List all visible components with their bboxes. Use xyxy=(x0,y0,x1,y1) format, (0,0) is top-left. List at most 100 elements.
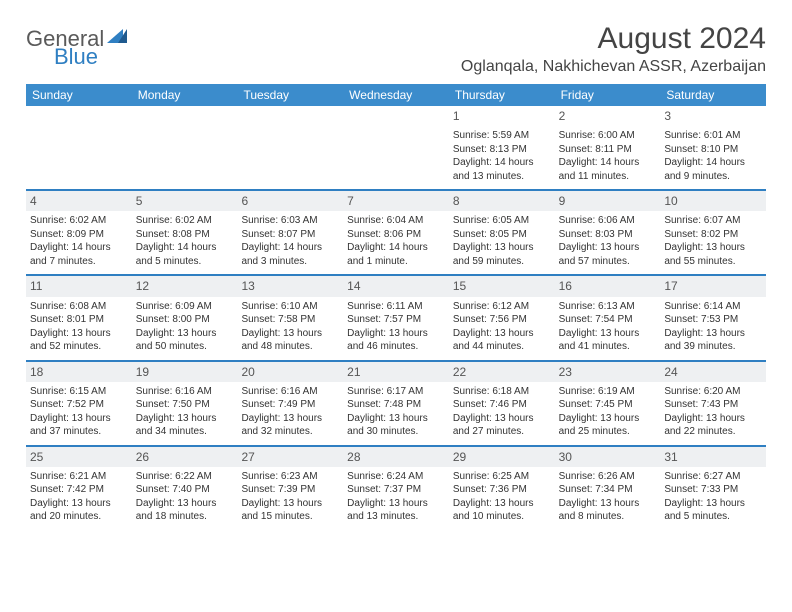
day-number: 19 xyxy=(132,362,238,382)
cell-sunset: Sunset: 8:03 PM xyxy=(559,228,657,242)
cell-sunset: Sunset: 8:02 PM xyxy=(664,228,762,242)
day-number: 16 xyxy=(555,276,661,296)
cell-daylight2: and 3 minutes. xyxy=(241,255,339,269)
cell-daylight1: Daylight: 13 hours xyxy=(30,412,128,426)
day-number: 23 xyxy=(555,362,661,382)
day-number: 6 xyxy=(237,191,343,211)
cell-sunrise: Sunrise: 6:15 AM xyxy=(30,385,128,399)
calendar-cell: 1Sunrise: 5:59 AMSunset: 8:13 PMDaylight… xyxy=(449,106,555,189)
cell-daylight1: Daylight: 13 hours xyxy=(664,497,762,511)
day-number: 4 xyxy=(26,191,132,211)
day-number: 14 xyxy=(343,276,449,296)
day-number: 8 xyxy=(449,191,555,211)
day-number: 15 xyxy=(449,276,555,296)
cell-sunrise: Sunrise: 6:11 AM xyxy=(347,300,445,314)
day-number: 2 xyxy=(555,106,661,126)
cell-daylight1: Daylight: 13 hours xyxy=(136,412,234,426)
cell-daylight2: and 9 minutes. xyxy=(664,170,762,184)
calendar-cell: 2Sunrise: 6:00 AMSunset: 8:11 PMDaylight… xyxy=(555,106,661,189)
cell-sunset: Sunset: 7:34 PM xyxy=(559,483,657,497)
cell-daylight1: Daylight: 13 hours xyxy=(347,412,445,426)
cell-daylight2: and 44 minutes. xyxy=(453,340,551,354)
cell-daylight2: and 5 minutes. xyxy=(664,510,762,524)
day-header-tuesday: Tuesday xyxy=(237,84,343,106)
cell-daylight1: Daylight: 13 hours xyxy=(241,327,339,341)
cell-daylight2: and 39 minutes. xyxy=(664,340,762,354)
cell-daylight1: Daylight: 13 hours xyxy=(453,497,551,511)
cell-sunrise: Sunrise: 6:05 AM xyxy=(453,214,551,228)
cell-sunrise: Sunrise: 6:16 AM xyxy=(136,385,234,399)
cell-daylight1: Daylight: 13 hours xyxy=(664,241,762,255)
cell-daylight1: Daylight: 13 hours xyxy=(559,497,657,511)
day-number: 26 xyxy=(132,447,238,467)
cell-sunset: Sunset: 8:10 PM xyxy=(664,143,762,157)
cell-daylight2: and 57 minutes. xyxy=(559,255,657,269)
title-block: August 2024 Oglanqala, Nakhichevan ASSR,… xyxy=(461,22,766,76)
cell-daylight1: Daylight: 13 hours xyxy=(136,327,234,341)
cell-daylight2: and 8 minutes. xyxy=(559,510,657,524)
cell-sunrise: Sunrise: 6:04 AM xyxy=(347,214,445,228)
cell-daylight2: and 25 minutes. xyxy=(559,425,657,439)
cell-daylight1: Daylight: 13 hours xyxy=(453,241,551,255)
calendar-cell: 6Sunrise: 6:03 AMSunset: 8:07 PMDaylight… xyxy=(237,191,343,274)
cell-sunrise: Sunrise: 6:03 AM xyxy=(241,214,339,228)
calendar-week: 25Sunrise: 6:21 AMSunset: 7:42 PMDayligh… xyxy=(26,445,766,530)
page-header: General August 2024 Oglanqala, Nakhichev… xyxy=(26,22,766,76)
day-number: 9 xyxy=(555,191,661,211)
calendar-cell: 21Sunrise: 6:17 AMSunset: 7:48 PMDayligh… xyxy=(343,362,449,445)
calendar-cell: 9Sunrise: 6:06 AMSunset: 8:03 PMDaylight… xyxy=(555,191,661,274)
cell-sunrise: Sunrise: 6:24 AM xyxy=(347,470,445,484)
calendar-cell: 5Sunrise: 6:02 AMSunset: 8:08 PMDaylight… xyxy=(132,191,238,274)
cell-daylight1: Daylight: 13 hours xyxy=(664,412,762,426)
cell-sunrise: Sunrise: 6:17 AM xyxy=(347,385,445,399)
calendar-cell: 19Sunrise: 6:16 AMSunset: 7:50 PMDayligh… xyxy=(132,362,238,445)
cell-daylight2: and 13 minutes. xyxy=(453,170,551,184)
cell-sunrise: Sunrise: 6:14 AM xyxy=(664,300,762,314)
cell-sunset: Sunset: 8:11 PM xyxy=(559,143,657,157)
day-number: 29 xyxy=(449,447,555,467)
calendar-cell: 29Sunrise: 6:25 AMSunset: 7:36 PMDayligh… xyxy=(449,447,555,530)
cell-sunset: Sunset: 8:09 PM xyxy=(30,228,128,242)
calendar-cell-empty xyxy=(237,106,343,189)
calendar-cell: 15Sunrise: 6:12 AMSunset: 7:56 PMDayligh… xyxy=(449,276,555,359)
cell-daylight2: and 41 minutes. xyxy=(559,340,657,354)
cell-sunrise: Sunrise: 6:16 AM xyxy=(241,385,339,399)
cell-sunrise: Sunrise: 6:19 AM xyxy=(559,385,657,399)
cell-daylight1: Daylight: 14 hours xyxy=(30,241,128,255)
day-number: 21 xyxy=(343,362,449,382)
cell-sunset: Sunset: 8:05 PM xyxy=(453,228,551,242)
cell-sunrise: Sunrise: 6:23 AM xyxy=(241,470,339,484)
cell-sunset: Sunset: 8:06 PM xyxy=(347,228,445,242)
cell-daylight1: Daylight: 13 hours xyxy=(559,412,657,426)
calendar-cell: 20Sunrise: 6:16 AMSunset: 7:49 PMDayligh… xyxy=(237,362,343,445)
day-number: 5 xyxy=(132,191,238,211)
cell-sunset: Sunset: 7:46 PM xyxy=(453,398,551,412)
day-number: 24 xyxy=(660,362,766,382)
cell-sunrise: Sunrise: 6:08 AM xyxy=(30,300,128,314)
cell-sunrise: Sunrise: 6:25 AM xyxy=(453,470,551,484)
cell-daylight2: and 7 minutes. xyxy=(30,255,128,269)
day-number: 20 xyxy=(237,362,343,382)
calendar-cell: 3Sunrise: 6:01 AMSunset: 8:10 PMDaylight… xyxy=(660,106,766,189)
cell-daylight2: and 50 minutes. xyxy=(136,340,234,354)
cell-sunrise: Sunrise: 6:18 AM xyxy=(453,385,551,399)
weeks-container: 1Sunrise: 5:59 AMSunset: 8:13 PMDaylight… xyxy=(26,106,766,530)
cell-daylight2: and 27 minutes. xyxy=(453,425,551,439)
calendar-week: 4Sunrise: 6:02 AMSunset: 8:09 PMDaylight… xyxy=(26,189,766,274)
logo-text-blue: Blue xyxy=(54,44,98,70)
cell-daylight2: and 15 minutes. xyxy=(241,510,339,524)
cell-daylight1: Daylight: 14 hours xyxy=(136,241,234,255)
calendar-cell: 4Sunrise: 6:02 AMSunset: 8:09 PMDaylight… xyxy=(26,191,132,274)
calendar-cell-empty xyxy=(26,106,132,189)
day-number: 7 xyxy=(343,191,449,211)
cell-sunset: Sunset: 7:56 PM xyxy=(453,313,551,327)
day-header-friday: Friday xyxy=(555,84,661,106)
cell-sunrise: Sunrise: 6:10 AM xyxy=(241,300,339,314)
calendar-week: 18Sunrise: 6:15 AMSunset: 7:52 PMDayligh… xyxy=(26,360,766,445)
cell-sunset: Sunset: 7:45 PM xyxy=(559,398,657,412)
cell-daylight1: Daylight: 13 hours xyxy=(241,497,339,511)
cell-sunrise: Sunrise: 6:20 AM xyxy=(664,385,762,399)
cell-sunset: Sunset: 7:53 PM xyxy=(664,313,762,327)
cell-sunset: Sunset: 7:49 PM xyxy=(241,398,339,412)
day-number: 31 xyxy=(660,447,766,467)
